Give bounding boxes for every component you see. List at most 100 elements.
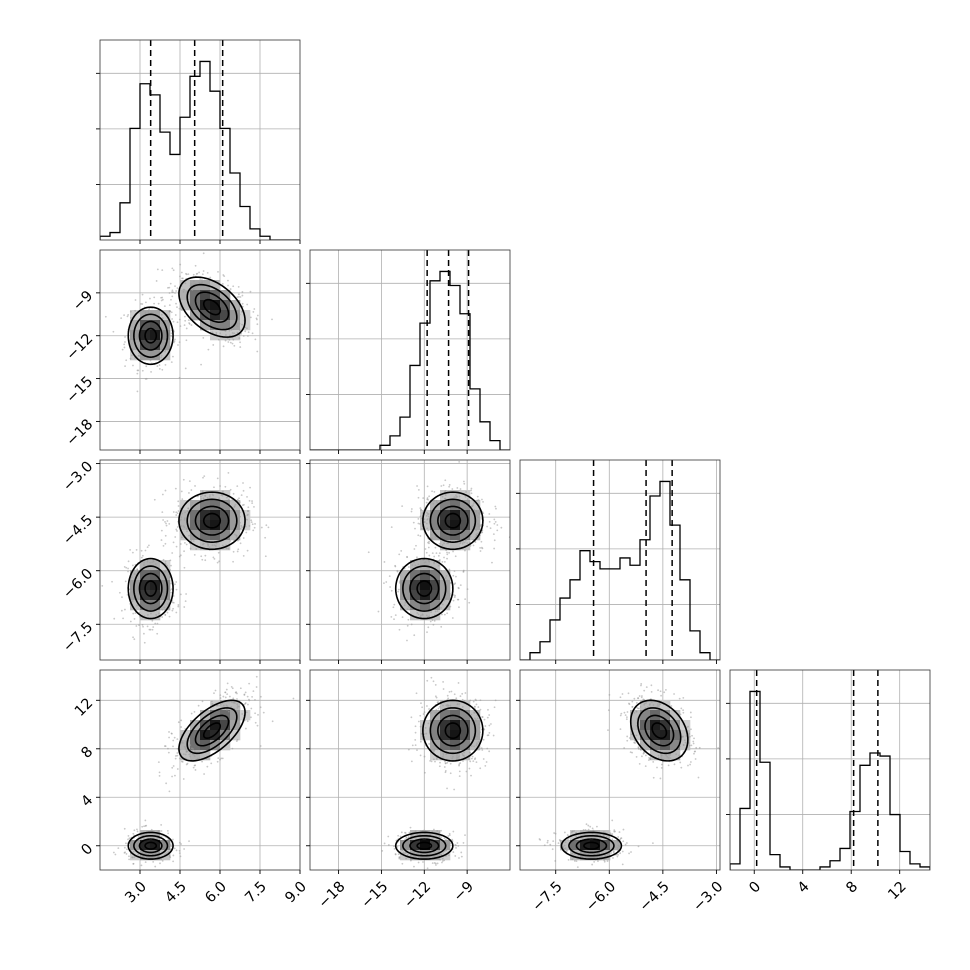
density-cell xyxy=(210,510,221,521)
sample-point xyxy=(645,686,648,689)
sample-point xyxy=(640,684,642,687)
sample-point xyxy=(377,610,380,613)
sample-point xyxy=(481,716,484,718)
density-cell xyxy=(450,750,461,761)
sample-point xyxy=(241,323,243,326)
sample-point xyxy=(627,692,630,695)
sample-point xyxy=(237,510,240,513)
sample-point xyxy=(165,522,167,525)
sample-point xyxy=(633,711,636,714)
sample-point xyxy=(251,500,253,502)
sample-point xyxy=(139,357,142,360)
sample-point xyxy=(638,695,641,697)
sample-point xyxy=(236,705,239,708)
sample-point xyxy=(271,318,273,321)
sample-point xyxy=(164,350,166,353)
sample-point xyxy=(616,855,619,858)
sample-point xyxy=(465,538,468,541)
density-cell xyxy=(180,530,191,541)
sample-point xyxy=(153,498,156,501)
sample-point xyxy=(633,741,636,744)
sample-point xyxy=(132,832,135,835)
sample-point xyxy=(621,863,624,866)
density-cell xyxy=(210,490,221,501)
y-tick-label: −7.5 xyxy=(60,619,96,655)
sample-point xyxy=(390,615,393,618)
sample-point xyxy=(175,302,177,305)
sample-point xyxy=(227,547,230,550)
sample-point xyxy=(138,352,141,355)
sample-point xyxy=(207,544,209,547)
sample-point xyxy=(430,760,433,763)
sample-point xyxy=(125,842,127,845)
sample-point xyxy=(144,310,147,313)
sample-point xyxy=(245,327,248,330)
sample-point xyxy=(171,766,174,769)
sample-point xyxy=(169,589,172,592)
sample-point xyxy=(451,488,454,490)
sample-point xyxy=(153,302,156,305)
sample-point xyxy=(250,716,252,719)
sample-point xyxy=(232,550,235,553)
density-cell xyxy=(200,510,211,521)
sample-point xyxy=(170,732,173,735)
sample-point xyxy=(242,489,245,492)
sample-point xyxy=(469,751,472,754)
sample-point xyxy=(434,610,437,613)
sample-point xyxy=(221,757,224,760)
sample-point xyxy=(172,320,175,323)
sample-point xyxy=(232,285,235,288)
sample-point xyxy=(479,547,482,549)
sample-point xyxy=(232,338,235,341)
sample-point xyxy=(170,588,173,590)
sample-point xyxy=(182,290,185,293)
density-cell xyxy=(460,720,471,731)
sample-point xyxy=(132,581,135,584)
sample-point xyxy=(554,832,557,835)
sample-point xyxy=(422,861,424,863)
sample-point xyxy=(180,719,183,722)
sample-point xyxy=(170,591,173,594)
contour-line xyxy=(394,557,454,620)
sample-point xyxy=(427,626,430,629)
density-cell xyxy=(610,840,621,851)
sample-point xyxy=(624,714,627,717)
sample-point xyxy=(459,762,462,764)
sample-point xyxy=(172,511,175,513)
density-cell xyxy=(430,710,441,721)
sample-point xyxy=(482,500,484,503)
sample-point xyxy=(164,489,167,492)
density-cell xyxy=(670,730,681,741)
sample-point xyxy=(179,855,182,858)
sample-point xyxy=(462,541,464,543)
sample-point xyxy=(451,617,454,619)
sample-point xyxy=(445,549,448,552)
sample-point xyxy=(136,828,138,831)
sample-point xyxy=(446,612,449,615)
density-cell xyxy=(180,300,191,311)
sample-point xyxy=(476,717,479,720)
sample-point xyxy=(188,480,191,483)
sample-point xyxy=(593,860,596,863)
sample-point xyxy=(457,586,460,589)
sample-point xyxy=(184,282,187,285)
sample-point xyxy=(421,528,423,530)
sample-point xyxy=(477,706,480,708)
sample-point xyxy=(657,703,659,706)
density-layer xyxy=(381,676,497,870)
x-tick-label: 4.5 xyxy=(162,879,190,907)
sample-point xyxy=(396,569,399,572)
sample-point xyxy=(254,338,257,341)
sample-point xyxy=(117,847,120,850)
sample-point xyxy=(127,313,130,316)
sample-point xyxy=(483,718,486,721)
y-tick-label: −18 xyxy=(63,417,96,450)
sample-point xyxy=(121,596,123,599)
sample-point xyxy=(227,284,229,287)
sample-point xyxy=(132,862,135,865)
sample-point xyxy=(488,750,491,753)
sample-point xyxy=(420,517,423,520)
sample-point xyxy=(238,501,241,504)
sample-point xyxy=(222,345,225,348)
sample-point xyxy=(237,521,240,523)
